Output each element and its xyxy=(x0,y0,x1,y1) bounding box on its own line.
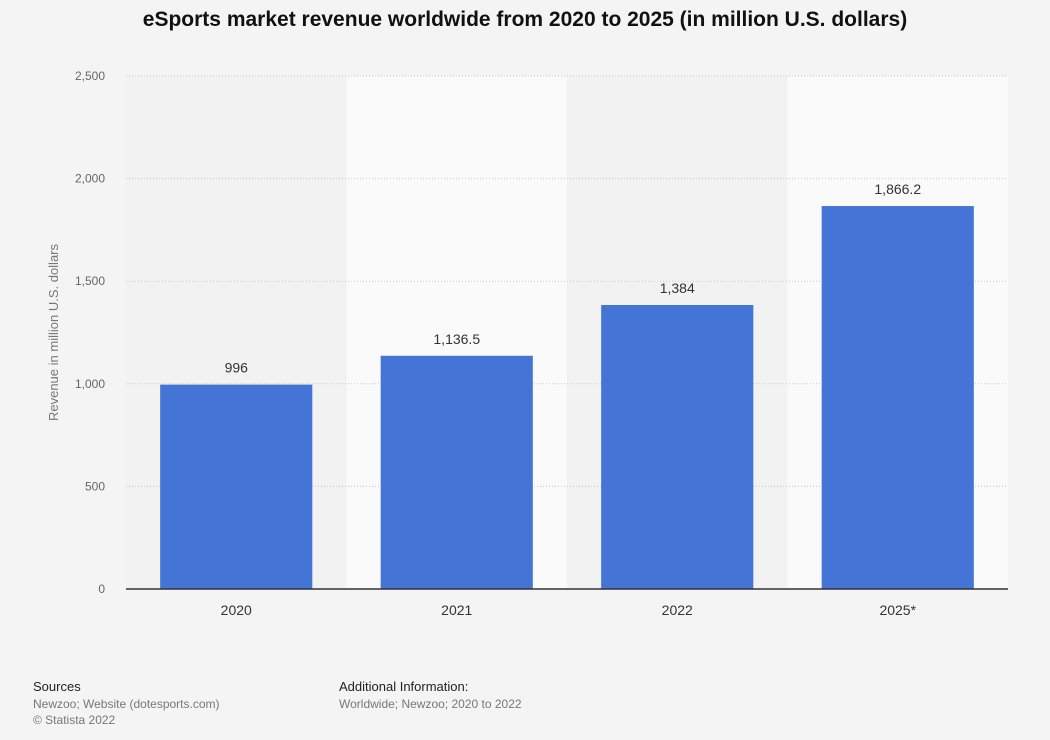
x-tick-labels: 2020 2021 2022 2025* xyxy=(221,602,917,618)
x-tick-label: 2020 xyxy=(221,602,252,618)
copyright-line: © Statista 2022 xyxy=(33,713,116,727)
y-tick-labels: 0 500 1,000 1,500 2,000 2,500 xyxy=(75,69,105,596)
bar[interactable] xyxy=(160,384,313,589)
bar[interactable] xyxy=(601,305,754,589)
bar-chart: 0 500 1,000 1,500 2,000 2,500 996 1,136.5 1,384… xyxy=(46,69,1008,618)
chart-title: eSports market revenue worldwide from 20… xyxy=(142,8,908,31)
y-tick-label: 1,000 xyxy=(75,377,105,391)
bar[interactable] xyxy=(821,206,974,589)
y-tick-label: 0 xyxy=(98,582,105,596)
data-label: 1,384 xyxy=(660,280,695,296)
y-tick-label: 2,500 xyxy=(75,69,105,83)
additional-info-line: Worldwide; Newzoo; 2020 to 2022 xyxy=(339,697,522,711)
bars xyxy=(160,206,974,589)
x-tick-label: 2025* xyxy=(879,602,916,618)
y-tick-label: 500 xyxy=(85,479,105,493)
x-tick-label: 2021 xyxy=(441,602,472,618)
y-tick-label: 1,500 xyxy=(75,274,105,288)
y-tick-label: 2,000 xyxy=(75,172,105,186)
data-labels: 996 1,136.5 1,384 1,866.2 xyxy=(225,181,922,376)
sources-heading: Sources xyxy=(33,679,81,694)
additional-info-heading: Additional Information: xyxy=(339,679,469,694)
y-axis-title: Revenue in million U.S. dollars xyxy=(46,243,61,421)
sources-line: Newzoo; Website (dotesports.com) xyxy=(33,697,220,711)
bar[interactable] xyxy=(380,355,533,589)
data-label: 1,866.2 xyxy=(874,181,921,197)
data-label: 996 xyxy=(225,360,249,376)
data-label: 1,136.5 xyxy=(433,331,480,347)
x-tick-label: 2022 xyxy=(662,602,693,618)
